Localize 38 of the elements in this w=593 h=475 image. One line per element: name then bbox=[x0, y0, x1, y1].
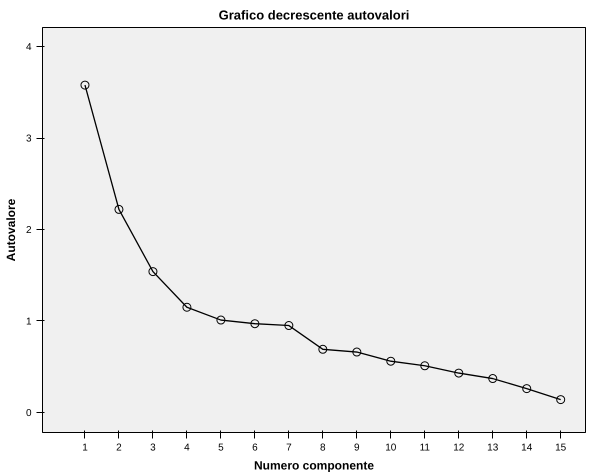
x-tick-label: 5 bbox=[218, 442, 224, 454]
chart-title: Grafico decrescente autovalori bbox=[218, 8, 410, 22]
x-tick-label: 8 bbox=[320, 442, 326, 454]
x-tick-label: 13 bbox=[487, 442, 499, 454]
point bbox=[522, 384, 532, 394]
x-tick-label: 15 bbox=[555, 442, 567, 454]
point bbox=[454, 368, 464, 378]
x-tick-label: 1 bbox=[82, 442, 88, 454]
point bbox=[318, 344, 328, 354]
x-axis-title: Numero componente bbox=[254, 458, 374, 472]
point bbox=[182, 302, 192, 312]
x-tick-label: 9 bbox=[354, 442, 360, 454]
x-tick-label: 11 bbox=[420, 442, 430, 454]
point bbox=[488, 374, 498, 384]
y-axis-title: Autovalore bbox=[4, 198, 18, 262]
x-tick-label: 10 bbox=[385, 442, 397, 454]
x-tick-label: 3 bbox=[150, 442, 156, 454]
point bbox=[250, 319, 260, 328]
y-tick-label: 4 bbox=[26, 42, 32, 54]
point bbox=[386, 356, 396, 366]
point bbox=[352, 348, 362, 357]
y-tick-label: 1 bbox=[26, 316, 32, 328]
point bbox=[216, 316, 226, 325]
x-tick-label: 14 bbox=[521, 442, 533, 454]
point bbox=[420, 361, 430, 370]
x-tick-label: 4 bbox=[184, 442, 190, 454]
point bbox=[556, 395, 566, 404]
y-tick-label: 3 bbox=[26, 134, 32, 145]
x-tick-label: 2 bbox=[116, 442, 122, 454]
y-tick-label: 2 bbox=[26, 225, 32, 236]
x-tick-label: 7 bbox=[286, 442, 292, 454]
point bbox=[284, 321, 294, 330]
x-tick-label: 12 bbox=[453, 442, 465, 454]
point bbox=[148, 267, 158, 276]
point bbox=[80, 80, 90, 90]
point bbox=[114, 204, 124, 214]
x-tick-label: 6 bbox=[252, 442, 258, 454]
y-tick-label: 0 bbox=[26, 408, 32, 419]
